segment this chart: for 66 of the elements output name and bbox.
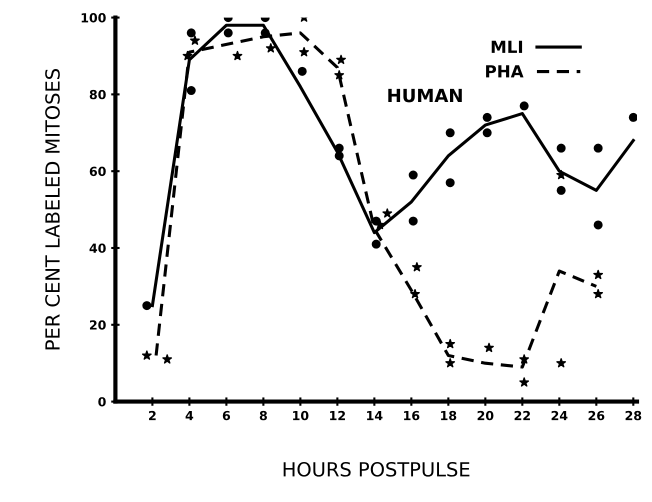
point [334,144,344,153]
point [162,354,172,364]
point [142,350,152,360]
x-tick-label: 4 [186,411,194,420]
point [410,288,420,298]
x-tick-label: 26 [588,410,604,420]
point [232,50,242,60]
point [412,262,422,272]
point [298,66,307,76]
x-tick-label: 20 [478,410,494,420]
x-tick-label: 2 [149,410,156,420]
point [484,342,494,352]
x-tick-label: 28 [626,410,642,420]
point [372,240,381,249]
point [299,47,309,56]
point [375,220,385,230]
y-tick-label: 100 [82,13,106,22]
x-tick-label: 10 [293,410,308,420]
x-axis-title: HOURS POSTPULSE [284,462,470,477]
point [482,128,492,138]
point [186,28,196,38]
point [556,358,566,368]
point [408,216,418,226]
point [593,270,604,280]
point [142,301,152,310]
point [482,112,492,122]
point [519,377,530,387]
x-tick-label: 14 [367,411,382,420]
point [190,36,200,45]
point [628,112,638,122]
x-tick-label: 8 [260,410,267,420]
y-tick-label: 40 [90,243,106,253]
point [593,288,604,298]
legend-label: MLI [492,40,522,53]
point [556,144,566,153]
point [594,220,603,230]
point [224,28,233,38]
point [445,358,456,368]
y-tick-label: 20 [90,320,106,330]
x-tick-label: 22 [514,410,530,420]
point [446,128,455,138]
point [382,208,392,218]
point [519,354,530,364]
point [594,144,603,153]
point [334,151,344,160]
point [186,86,196,96]
x-tick-label: 16 [404,410,420,420]
legend-label: PHA [486,65,524,78]
annotation: HUMAN [388,88,462,102]
point [556,186,566,195]
point [408,170,418,180]
x-tick-label: 6 [222,410,230,420]
point [334,70,344,80]
x-tick-label: 18 [441,410,456,420]
y-tick-label: 80 [90,90,106,100]
x-tick-label: 12 [330,410,345,420]
point [520,101,529,110]
x-tick-label: 24 [552,410,568,420]
point [445,338,456,348]
point [182,50,192,60]
point [446,178,455,188]
y-tick-label: 0 [98,397,106,407]
point [266,43,276,53]
point [336,54,346,64]
y-tick-label: 60 [90,166,106,176]
y-axis-title: PER CENT LABELED MITOSES [45,69,60,350]
